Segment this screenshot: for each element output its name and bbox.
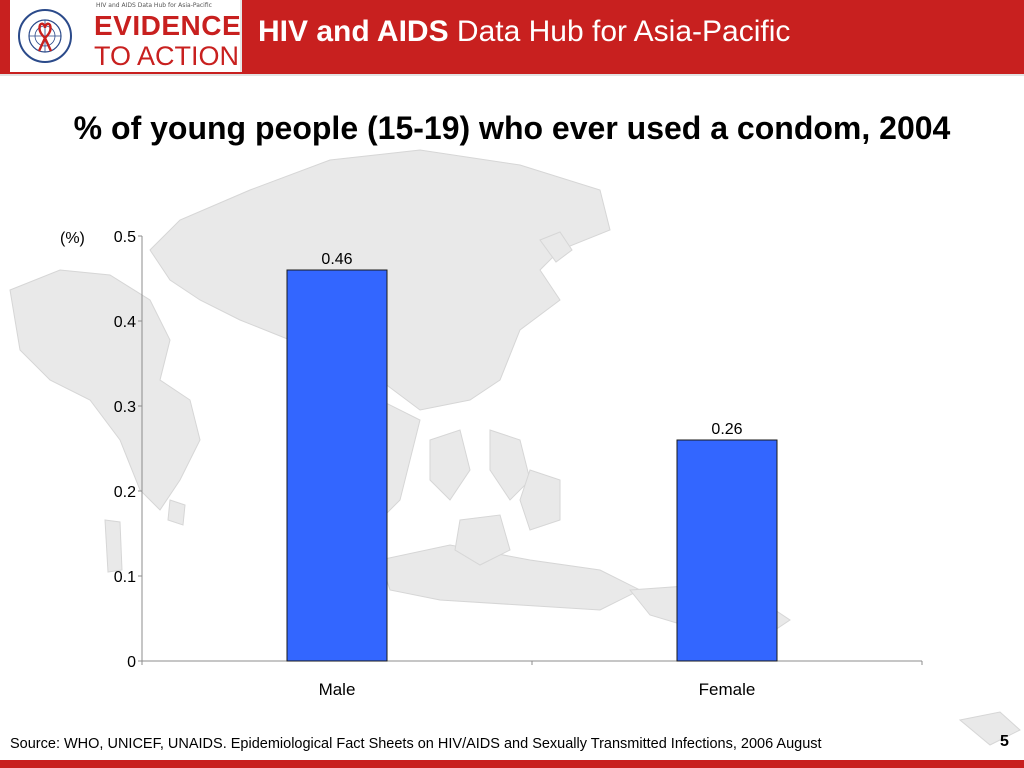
data-label: 0.26 [711,421,742,438]
x-tick-label: Female [699,680,756,699]
logo-hub-text: HIV and AIDS Data Hub for Asia-Pacific [96,2,212,9]
y-tick-label: 0 [127,654,136,671]
bar-male [286,269,388,662]
header-title: HIV and AIDS Data Hub for Asia-Pacific [258,14,790,50]
chart-axes [138,235,923,665]
logo-to-action-text: TO ACTION [94,41,240,71]
y-tick-label: 0.2 [114,484,136,501]
footer-bar [0,760,1024,768]
data-label: 0.46 [321,251,352,268]
header-title-bold: HIV and AIDS [258,15,449,48]
x-tick-label: Male [319,680,356,699]
y-tick-label: 0.4 [114,314,136,331]
chart-labels: 0 0.1 0.2 0.3 0.4 0.5 0.46 Male 0.26 Female [114,229,756,699]
y-axis-label: (%) [60,230,85,247]
un-emblem-icon [18,9,72,63]
header-banner: HIV and AIDS Data Hub for Asia-Pacific E… [0,0,1024,74]
header-title-rest: Data Hub for Asia-Pacific [448,15,791,48]
y-tick-label: 0.3 [114,399,136,416]
slide-number: 5 [1000,733,1009,750]
chart-title: % of young people (15-19) who ever used … [73,110,951,146]
header-divider [0,74,1024,76]
bar-female [676,439,778,662]
y-tick-label: 0.5 [114,229,136,246]
source-note: Source: WHO, UNICEF, UNAIDS. Epidemiolog… [10,736,822,752]
chart-bars [286,269,778,662]
evidence-to-action-logo: HIV and AIDS Data Hub for Asia-Pacific E… [10,0,242,72]
y-tick-label: 0.1 [114,569,136,586]
logo-evidence-text: EVIDENCE [94,10,242,41]
